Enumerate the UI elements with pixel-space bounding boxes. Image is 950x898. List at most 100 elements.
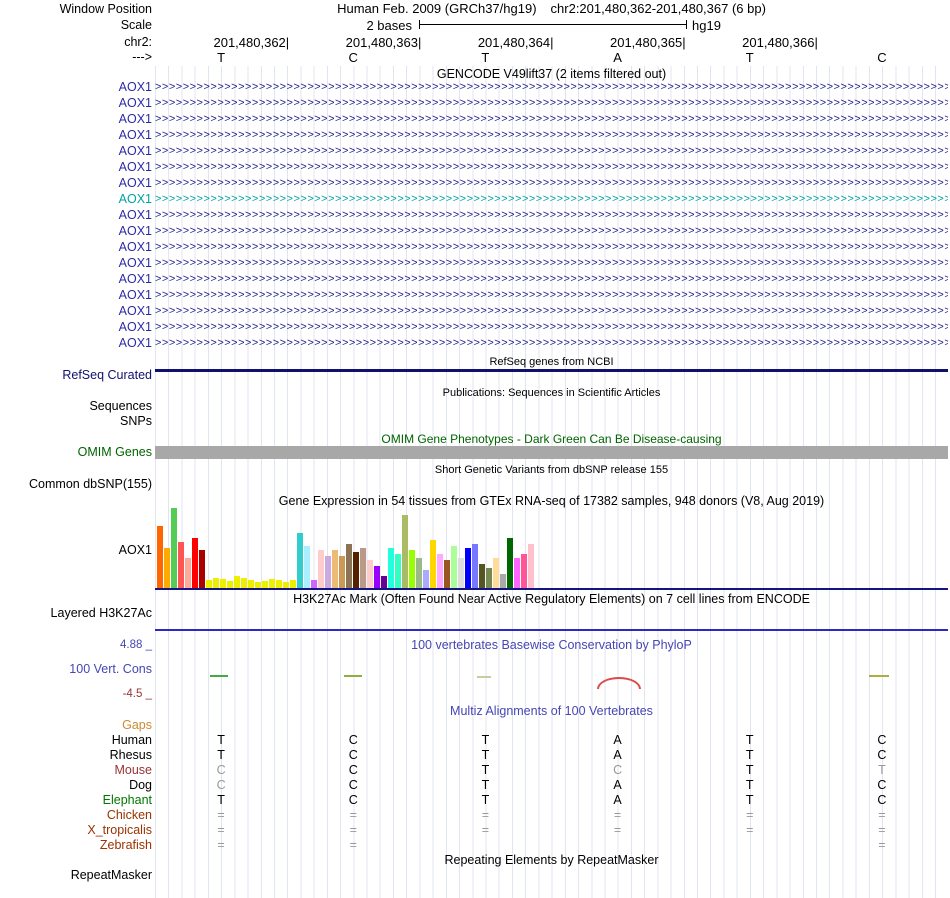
dbsnp-label[interactable]: Common dbSNP(155) xyxy=(29,477,152,491)
gene-label-aox1[interactable]: AOX1 xyxy=(118,96,152,110)
gene-label-aox1[interactable]: AOX1 xyxy=(118,320,152,334)
gene-model-row[interactable]: >>>>>>>>>>>>>>>>>>>>>>>>>>>>>>>>>>>>>>>>… xyxy=(155,337,948,349)
gene-label-aox1[interactable]: AOX1 xyxy=(118,112,152,126)
gtex-bar[interactable] xyxy=(297,533,303,588)
gtex-bar[interactable] xyxy=(248,580,254,588)
gtex-bar[interactable] xyxy=(374,566,380,588)
refseq-curated-label[interactable]: RefSeq Curated xyxy=(62,368,152,382)
gtex-bar[interactable] xyxy=(388,548,394,588)
gtex-bar[interactable] xyxy=(395,554,401,588)
gene-model-row[interactable]: >>>>>>>>>>>>>>>>>>>>>>>>>>>>>>>>>>>>>>>>… xyxy=(155,257,948,269)
h3k27ac-signal[interactable] xyxy=(155,629,948,631)
gtex-bar[interactable] xyxy=(255,582,261,588)
gene-model-row[interactable]: >>>>>>>>>>>>>>>>>>>>>>>>>>>>>>>>>>>>>>>>… xyxy=(155,129,948,141)
gtex-bar[interactable] xyxy=(199,550,205,588)
gtex-bar[interactable] xyxy=(528,544,534,588)
gtex-bar[interactable] xyxy=(290,580,296,588)
species-label-chicken[interactable]: Chicken xyxy=(106,808,152,822)
gtex-bar[interactable] xyxy=(269,579,275,588)
gtex-bar[interactable] xyxy=(423,570,429,588)
gene-label-aox1[interactable]: AOX1 xyxy=(118,336,152,350)
sequences-label[interactable]: Sequences xyxy=(89,399,152,413)
gene-model-row[interactable]: >>>>>>>>>>>>>>>>>>>>>>>>>>>>>>>>>>>>>>>>… xyxy=(155,113,948,125)
gtex-bar[interactable] xyxy=(416,558,422,588)
gene-model-row[interactable]: >>>>>>>>>>>>>>>>>>>>>>>>>>>>>>>>>>>>>>>>… xyxy=(155,193,948,205)
gtex-bar[interactable] xyxy=(325,556,331,588)
gtex-bar[interactable] xyxy=(465,548,471,588)
gtex-bar[interactable] xyxy=(227,581,233,588)
gene-label-aox1[interactable]: AOX1 xyxy=(118,144,152,158)
species-label-elephant[interactable]: Elephant xyxy=(102,793,152,807)
gene-model-row[interactable]: >>>>>>>>>>>>>>>>>>>>>>>>>>>>>>>>>>>>>>>>… xyxy=(155,273,948,285)
gene-label-aox1[interactable]: AOX1 xyxy=(118,208,152,222)
gene-model-row[interactable]: >>>>>>>>>>>>>>>>>>>>>>>>>>>>>>>>>>>>>>>>… xyxy=(155,321,948,333)
h3k27ac-label[interactable]: Layered H3K27Ac xyxy=(50,606,152,620)
gtex-bar[interactable] xyxy=(283,582,289,588)
gtex-bar[interactable] xyxy=(437,554,443,588)
gene-label-aox1[interactable]: AOX1 xyxy=(118,224,152,238)
gtex-bar[interactable] xyxy=(332,550,338,588)
gtex-bar[interactable] xyxy=(213,578,219,588)
gtex-bar[interactable] xyxy=(514,558,520,588)
gene-model-row[interactable]: >>>>>>>>>>>>>>>>>>>>>>>>>>>>>>>>>>>>>>>>… xyxy=(155,177,948,189)
species-label-mouse[interactable]: Mouse xyxy=(114,763,152,777)
snps-label[interactable]: SNPs xyxy=(120,414,152,428)
gene-label-aox1[interactable]: AOX1 xyxy=(118,160,152,174)
gene-label-aox1[interactable]: AOX1 xyxy=(118,288,152,302)
gtex-bar[interactable] xyxy=(451,546,457,588)
gtex-bar[interactable] xyxy=(346,544,352,588)
gtex-bar[interactable] xyxy=(507,538,513,588)
gtex-bar[interactable] xyxy=(353,552,359,588)
species-label-x_tropicalis[interactable]: X_tropicalis xyxy=(87,823,152,837)
gene-model-row[interactable]: >>>>>>>>>>>>>>>>>>>>>>>>>>>>>>>>>>>>>>>>… xyxy=(155,161,948,173)
refseq-gene-bar[interactable] xyxy=(155,369,948,372)
omim-gene-bar[interactable] xyxy=(155,446,948,459)
gene-label-aox1[interactable]: AOX1 xyxy=(118,176,152,190)
species-label-human[interactable]: Human xyxy=(111,733,152,747)
gene-model-row[interactable]: >>>>>>>>>>>>>>>>>>>>>>>>>>>>>>>>>>>>>>>>… xyxy=(155,241,948,253)
gtex-bar[interactable] xyxy=(241,578,247,588)
gene-model-row[interactable]: >>>>>>>>>>>>>>>>>>>>>>>>>>>>>>>>>>>>>>>>… xyxy=(155,289,948,301)
gtex-bar[interactable] xyxy=(381,576,387,588)
gene-label-aox1[interactable]: AOX1 xyxy=(118,272,152,286)
gtex-bar[interactable] xyxy=(500,574,506,588)
gtex-gene-label[interactable]: AOX1 xyxy=(118,543,152,557)
cons-track-label[interactable]: 100 Vert. Cons xyxy=(69,662,152,676)
gene-label-aox1[interactable]: AOX1 xyxy=(118,192,152,206)
gtex-bar[interactable] xyxy=(206,580,212,588)
species-label-zebrafish[interactable]: Zebrafish xyxy=(99,838,152,852)
gene-model-row[interactable]: >>>>>>>>>>>>>>>>>>>>>>>>>>>>>>>>>>>>>>>>… xyxy=(155,81,948,93)
gtex-bar[interactable] xyxy=(262,581,268,588)
gtex-bar[interactable] xyxy=(521,554,527,588)
omim-genes-label[interactable]: OMIM Genes xyxy=(77,445,152,459)
gtex-bar[interactable] xyxy=(367,560,373,588)
gtex-bar[interactable] xyxy=(360,548,366,588)
gene-label-aox1[interactable]: AOX1 xyxy=(118,80,152,94)
species-label-rhesus[interactable]: Rhesus xyxy=(109,748,152,762)
gtex-bar[interactable] xyxy=(339,556,345,588)
gtex-expression-bars[interactable] xyxy=(157,505,535,588)
gtex-bar[interactable] xyxy=(220,579,226,588)
gtex-bar[interactable] xyxy=(493,558,499,588)
gtex-bar[interactable] xyxy=(178,542,184,588)
species-label-dog[interactable]: Dog xyxy=(129,778,152,792)
gene-model-row[interactable]: >>>>>>>>>>>>>>>>>>>>>>>>>>>>>>>>>>>>>>>>… xyxy=(155,209,948,221)
gtex-bar[interactable] xyxy=(402,515,408,588)
gtex-bar[interactable] xyxy=(311,580,317,588)
gtex-bar[interactable] xyxy=(458,558,464,588)
gene-label-aox1[interactable]: AOX1 xyxy=(118,256,152,270)
repeatmasker-label[interactable]: RepeatMasker xyxy=(70,868,152,882)
gtex-bar[interactable] xyxy=(192,538,198,588)
gene-model-row[interactable]: >>>>>>>>>>>>>>>>>>>>>>>>>>>>>>>>>>>>>>>>… xyxy=(155,97,948,109)
gaps-label[interactable]: Gaps xyxy=(122,718,152,732)
gtex-bar[interactable] xyxy=(171,508,177,588)
gene-label-aox1[interactable]: AOX1 xyxy=(118,240,152,254)
gene-label-aox1[interactable]: AOX1 xyxy=(118,128,152,142)
gtex-bar[interactable] xyxy=(234,576,240,588)
gtex-bar[interactable] xyxy=(430,540,436,588)
gtex-bar[interactable] xyxy=(444,560,450,588)
gtex-bar[interactable] xyxy=(479,564,485,588)
gtex-bar[interactable] xyxy=(318,550,324,588)
gtex-bar[interactable] xyxy=(276,580,282,588)
